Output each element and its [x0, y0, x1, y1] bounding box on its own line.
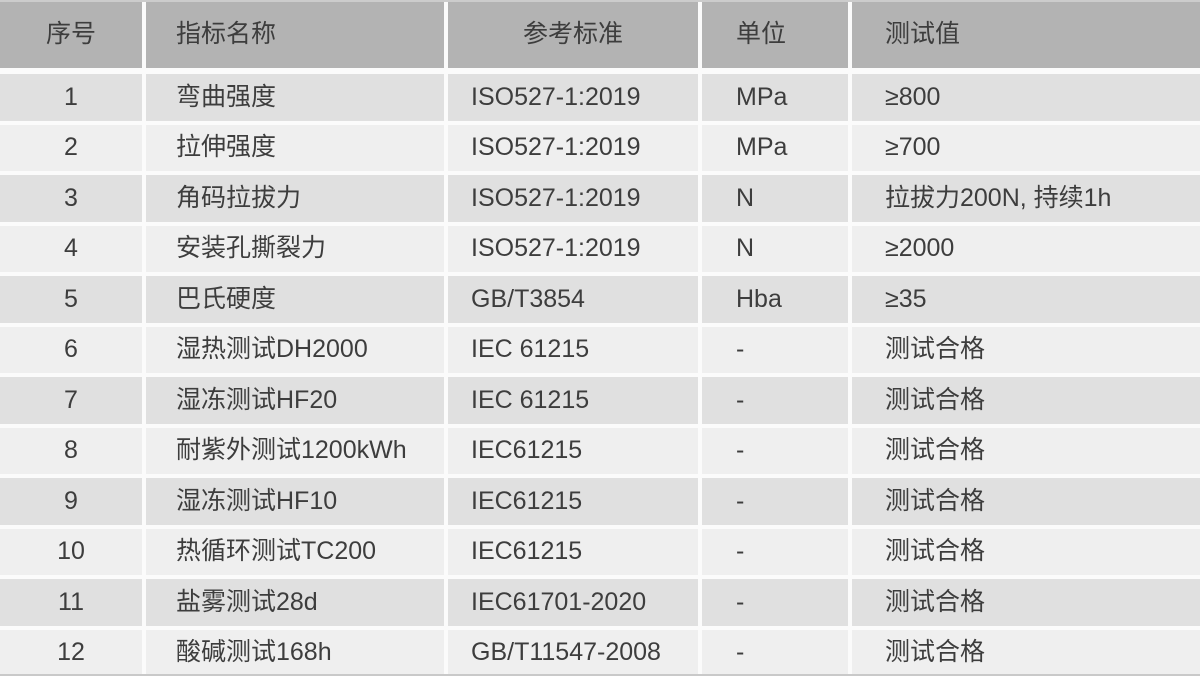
table-row: 4 安装孔撕裂力 ISO527-1:2019 N ≥2000 — [0, 225, 1200, 272]
cell-unit: MPa — [702, 124, 848, 171]
cell-standard: IEC61215 — [448, 478, 698, 525]
table-row: 5 巴氏硬度 GB/T3854 Hba ≥35 — [0, 276, 1200, 323]
cell-indicator-name: 拉伸强度 — [146, 124, 444, 171]
cell-unit: MPa — [702, 74, 848, 121]
cell-unit: - — [702, 579, 848, 626]
cell-unit: N — [702, 175, 848, 222]
cell-test-value: 测试合格 — [852, 377, 1200, 424]
table-row: 10 热循环测试TC200 IEC61215 - 测试合格 — [0, 528, 1200, 575]
cell-test-value: 测试合格 — [852, 478, 1200, 525]
cell-unit: - — [702, 427, 848, 474]
cell-indicator-name: 角码拉拔力 — [146, 175, 444, 222]
cell-indicator-name: 湿热测试DH2000 — [146, 326, 444, 373]
cell-indicator-name: 湿冻测试HF10 — [146, 478, 444, 525]
cell-standard: IEC61215 — [448, 427, 698, 474]
cell-test-value: ≥2000 — [852, 225, 1200, 272]
cell-unit: - — [702, 629, 848, 676]
cell-indicator-name: 弯曲强度 — [146, 74, 444, 121]
cell-indicator-name: 巴氏硬度 — [146, 276, 444, 323]
cell-indicator-name: 耐紫外测试1200kWh — [146, 427, 444, 474]
header-standard: 参考标准 — [448, 0, 698, 68]
header-serial: 序号 — [0, 0, 142, 68]
cell-serial: 6 — [0, 326, 142, 373]
table-header-row: 序号 指标名称 参考标准 单位 测试值 — [0, 0, 1200, 68]
table-row: 7 湿冻测试HF20 IEC 61215 - 测试合格 — [0, 377, 1200, 424]
cell-serial: 4 — [0, 225, 142, 272]
table-row: 6 湿热测试DH2000 IEC 61215 - 测试合格 — [0, 326, 1200, 373]
cell-serial: 10 — [0, 528, 142, 575]
cell-test-value: 测试合格 — [852, 629, 1200, 676]
cell-indicator-name: 盐雾测试28d — [146, 579, 444, 626]
table-row: 1 弯曲强度 ISO527-1:2019 MPa ≥800 — [0, 74, 1200, 121]
cell-test-value: 拉拔力200N, 持续1h — [852, 175, 1200, 222]
cell-unit: - — [702, 326, 848, 373]
cell-unit: - — [702, 528, 848, 575]
header-unit: 单位 — [702, 0, 848, 68]
cell-standard: IEC61215 — [448, 528, 698, 575]
cell-test-value: 测试合格 — [852, 528, 1200, 575]
cell-standard: IEC 61215 — [448, 377, 698, 424]
table-row: 2 拉伸强度 ISO527-1:2019 MPa ≥700 — [0, 124, 1200, 171]
cell-unit: Hba — [702, 276, 848, 323]
cell-standard: IEC 61215 — [448, 326, 698, 373]
cell-test-value: 测试合格 — [852, 579, 1200, 626]
cell-serial: 9 — [0, 478, 142, 525]
cell-indicator-name: 湿冻测试HF20 — [146, 377, 444, 424]
cell-standard: ISO527-1:2019 — [448, 124, 698, 171]
cell-serial: 3 — [0, 175, 142, 222]
cell-serial: 11 — [0, 579, 142, 626]
cell-unit: N — [702, 225, 848, 272]
cell-test-value: 测试合格 — [852, 427, 1200, 474]
cell-standard: ISO527-1:2019 — [448, 74, 698, 121]
cell-standard: ISO527-1:2019 — [448, 225, 698, 272]
table-row: 3 角码拉拔力 ISO527-1:2019 N 拉拔力200N, 持续1h — [0, 175, 1200, 222]
cell-test-value: 测试合格 — [852, 326, 1200, 373]
cell-serial: 1 — [0, 74, 142, 121]
cell-indicator-name: 酸碱测试168h — [146, 629, 444, 676]
cell-serial: 12 — [0, 629, 142, 676]
cell-test-value: ≥700 — [852, 124, 1200, 171]
header-indicator-name: 指标名称 — [146, 0, 444, 68]
cell-serial: 7 — [0, 377, 142, 424]
table-row: 8 耐紫外测试1200kWh IEC61215 - 测试合格 — [0, 427, 1200, 474]
table-row: 11 盐雾测试28d IEC61701-2020 - 测试合格 — [0, 579, 1200, 626]
cell-serial: 5 — [0, 276, 142, 323]
cell-standard: ISO527-1:2019 — [448, 175, 698, 222]
cell-indicator-name: 热循环测试TC200 — [146, 528, 444, 575]
cell-standard: GB/T11547-2008 — [448, 629, 698, 676]
cell-serial: 8 — [0, 427, 142, 474]
cell-serial: 2 — [0, 124, 142, 171]
cell-test-value: ≥800 — [852, 74, 1200, 121]
table-row: 12 酸碱测试168h GB/T11547-2008 - 测试合格 — [0, 629, 1200, 676]
header-test-value: 测试值 — [852, 0, 1200, 68]
cell-unit: - — [702, 478, 848, 525]
cell-test-value: ≥35 — [852, 276, 1200, 323]
cell-unit: - — [702, 377, 848, 424]
cell-standard: GB/T3854 — [448, 276, 698, 323]
cell-standard: IEC61701-2020 — [448, 579, 698, 626]
cell-indicator-name: 安装孔撕裂力 — [146, 225, 444, 272]
table-row: 9 湿冻测试HF10 IEC61215 - 测试合格 — [0, 478, 1200, 525]
